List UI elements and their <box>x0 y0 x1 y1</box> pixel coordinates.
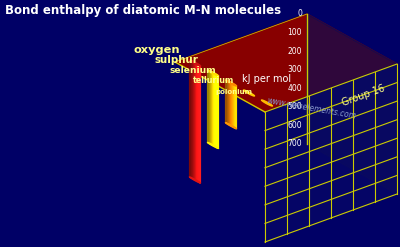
Polygon shape <box>235 85 236 128</box>
Text: tellurium: tellurium <box>193 76 234 85</box>
Polygon shape <box>194 63 196 180</box>
Polygon shape <box>234 84 235 128</box>
Polygon shape <box>208 70 218 76</box>
Polygon shape <box>226 80 236 86</box>
Text: 200: 200 <box>288 47 302 56</box>
Polygon shape <box>212 73 214 146</box>
Polygon shape <box>228 82 229 125</box>
Polygon shape <box>210 71 211 144</box>
Polygon shape <box>192 62 193 179</box>
Polygon shape <box>196 63 197 181</box>
Polygon shape <box>229 82 230 125</box>
Text: 700: 700 <box>287 140 302 148</box>
Polygon shape <box>190 60 191 178</box>
Polygon shape <box>190 60 200 66</box>
Text: Bond enthalpy of diatomic M-N molecules: Bond enthalpy of diatomic M-N molecules <box>5 4 281 17</box>
Text: polonium: polonium <box>215 89 252 95</box>
Polygon shape <box>214 73 215 146</box>
Polygon shape <box>199 65 200 183</box>
Polygon shape <box>211 72 212 145</box>
Polygon shape <box>232 83 233 127</box>
Text: 100: 100 <box>288 28 302 37</box>
Text: www.webelements.com: www.webelements.com <box>266 96 356 121</box>
Polygon shape <box>193 62 194 180</box>
Polygon shape <box>197 64 198 182</box>
Text: kJ per mol: kJ per mol <box>242 74 292 84</box>
Polygon shape <box>230 83 232 126</box>
Text: 400: 400 <box>287 84 302 93</box>
Polygon shape <box>215 74 216 147</box>
Polygon shape <box>191 61 192 179</box>
Text: sulphur: sulphur <box>154 55 198 65</box>
Text: Group 16: Group 16 <box>341 83 387 108</box>
Polygon shape <box>217 75 218 148</box>
Polygon shape <box>244 90 254 96</box>
Text: 300: 300 <box>287 65 302 74</box>
Polygon shape <box>208 143 218 148</box>
Text: selenium: selenium <box>169 66 216 75</box>
Polygon shape <box>198 64 199 182</box>
Text: 600: 600 <box>287 121 302 130</box>
Polygon shape <box>265 64 397 242</box>
Text: oxygen: oxygen <box>133 45 180 55</box>
Polygon shape <box>227 81 228 124</box>
Polygon shape <box>208 70 209 143</box>
Polygon shape <box>226 80 227 123</box>
Polygon shape <box>307 14 397 194</box>
Polygon shape <box>190 177 200 183</box>
Polygon shape <box>209 71 210 144</box>
Polygon shape <box>175 14 397 112</box>
Text: 500: 500 <box>287 102 302 111</box>
Polygon shape <box>226 123 236 129</box>
Polygon shape <box>233 84 234 127</box>
Text: 0: 0 <box>297 9 302 19</box>
Polygon shape <box>216 75 217 147</box>
Polygon shape <box>262 100 272 106</box>
